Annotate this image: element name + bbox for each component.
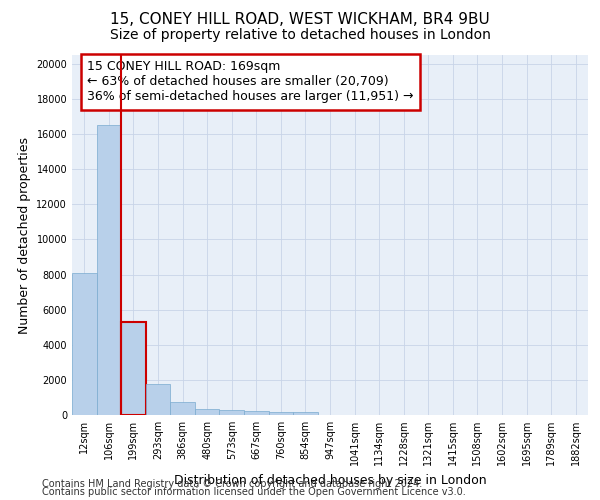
Bar xyxy=(170,402,195,415)
Bar xyxy=(97,125,121,415)
Bar xyxy=(121,322,146,415)
X-axis label: Distribution of detached houses by size in London: Distribution of detached houses by size … xyxy=(173,474,487,486)
Text: Contains public sector information licensed under the Open Government Licence v3: Contains public sector information licen… xyxy=(42,487,466,497)
Text: 15 CONEY HILL ROAD: 169sqm
← 63% of detached houses are smaller (20,709)
36% of : 15 CONEY HILL ROAD: 169sqm ← 63% of deta… xyxy=(88,60,414,104)
Bar xyxy=(293,412,318,415)
Text: Size of property relative to detached houses in London: Size of property relative to detached ho… xyxy=(110,28,490,42)
Bar xyxy=(269,412,293,415)
Text: Contains HM Land Registry data © Crown copyright and database right 2024.: Contains HM Land Registry data © Crown c… xyxy=(42,479,422,489)
Bar xyxy=(146,384,170,415)
Y-axis label: Number of detached properties: Number of detached properties xyxy=(18,136,31,334)
Bar xyxy=(220,410,244,415)
Text: 15, CONEY HILL ROAD, WEST WICKHAM, BR4 9BU: 15, CONEY HILL ROAD, WEST WICKHAM, BR4 9… xyxy=(110,12,490,28)
Bar xyxy=(244,412,269,415)
Bar xyxy=(195,409,220,415)
Bar xyxy=(72,273,97,415)
